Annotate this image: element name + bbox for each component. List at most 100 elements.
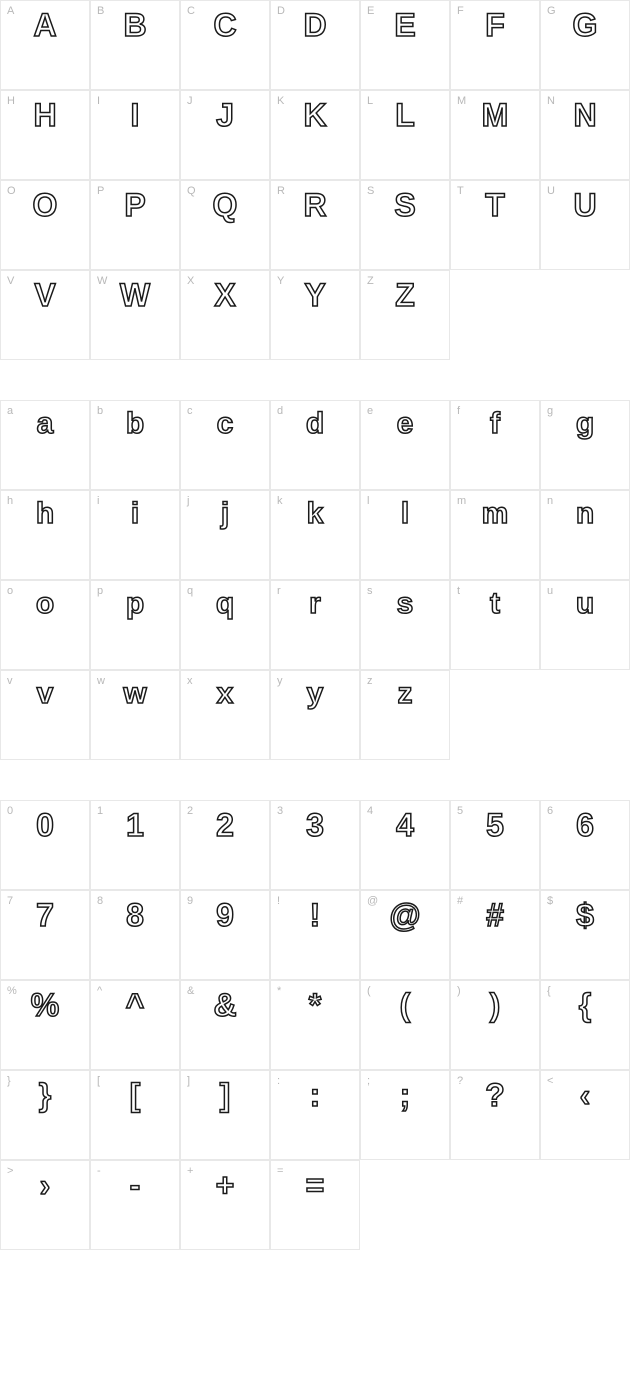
glyph-cell[interactable]: HH <box>0 90 90 180</box>
glyph-cell[interactable]: 44 <box>360 800 450 890</box>
glyph-cell[interactable]: !! <box>270 890 360 980</box>
glyph-cell[interactable]: DD <box>270 0 360 90</box>
glyph-cell[interactable]: vv <box>0 670 90 760</box>
glyph-cell[interactable]: ]] <box>180 1070 270 1160</box>
cell-label: 7 <box>7 895 13 907</box>
glyph-cell[interactable]: dd <box>270 400 360 490</box>
glyph-cell[interactable]: gg <box>540 400 630 490</box>
glyph-cell[interactable]: EE <box>360 0 450 90</box>
glyph-cell[interactable]: nn <box>540 490 630 580</box>
glyph-cell[interactable]: && <box>180 980 270 1070</box>
glyph-display: g <box>576 409 594 439</box>
glyph-display: ; <box>400 1079 411 1111</box>
glyph-cell[interactable]: @@ <box>360 890 450 980</box>
glyph-cell[interactable]: ii <box>90 490 180 580</box>
glyph-display: 6 <box>576 809 594 841</box>
glyph-cell[interactable]: AA <box>0 0 90 90</box>
glyph-cell[interactable]: ll <box>360 490 450 580</box>
glyph-display: n <box>576 499 594 529</box>
glyph-display: ) <box>490 989 501 1021</box>
glyph-cell[interactable]: 33 <box>270 800 360 890</box>
glyph-cell[interactable]: )) <box>450 980 540 1070</box>
glyph-cell[interactable]: ZZ <box>360 270 450 360</box>
glyph-cell[interactable]: >› <box>0 1160 90 1250</box>
glyph-cell[interactable]: }} <box>0 1070 90 1160</box>
glyph-cell[interactable]: RR <box>270 180 360 270</box>
cell-label: T <box>457 185 464 197</box>
glyph-cell[interactable]: ww <box>90 670 180 760</box>
glyph-cell[interactable]: oo <box>0 580 90 670</box>
glyph-cell[interactable]: BB <box>90 0 180 90</box>
glyph-cell[interactable]: 66 <box>540 800 630 890</box>
glyph-cell[interactable]: <‹ <box>540 1070 630 1160</box>
glyph-cell[interactable]: uu <box>540 580 630 670</box>
glyph-cell[interactable]: JJ <box>180 90 270 180</box>
glyph-cell[interactable]: VV <box>0 270 90 360</box>
glyph-cell[interactable]: ?? <box>450 1070 540 1160</box>
glyph-cell[interactable]: 00 <box>0 800 90 890</box>
glyph-cell[interactable]: $$ <box>540 890 630 980</box>
glyph-display: 9 <box>216 899 234 931</box>
glyph-cell[interactable]: hh <box>0 490 90 580</box>
glyph-cell[interactable]: TT <box>450 180 540 270</box>
glyph-cell[interactable]: ee <box>360 400 450 490</box>
glyph-cell[interactable]: mm <box>450 490 540 580</box>
glyph-cell[interactable]: WW <box>90 270 180 360</box>
glyph-cell[interactable]: tt <box>450 580 540 670</box>
glyph-cell[interactable]: PP <box>90 180 180 270</box>
glyph-cell[interactable]: 22 <box>180 800 270 890</box>
glyph-cell[interactable]: xx <box>180 670 270 760</box>
glyph-cell[interactable]: GG <box>540 0 630 90</box>
glyph-cell[interactable]: cc <box>180 400 270 490</box>
glyph-cell[interactable]: bb <box>90 400 180 490</box>
glyph-cell[interactable]: [[ <box>90 1070 180 1160</box>
glyph-cell[interactable]: == <box>270 1160 360 1250</box>
glyph-cell[interactable]: :: <box>270 1070 360 1160</box>
glyph-cell[interactable]: ## <box>450 890 540 980</box>
glyph-display: ? <box>485 1079 505 1111</box>
glyph-display: ! <box>310 899 321 931</box>
glyph-cell[interactable]: CC <box>180 0 270 90</box>
glyph-cell[interactable]: OO <box>0 180 90 270</box>
glyph-cell[interactable]: (( <box>360 980 450 1070</box>
cell-label: o <box>7 585 13 597</box>
glyph-cell[interactable]: yy <box>270 670 360 760</box>
glyph-cell[interactable]: KK <box>270 90 360 180</box>
glyph-cell[interactable]: ff <box>450 400 540 490</box>
glyph-cell[interactable]: jj <box>180 490 270 580</box>
cell-label: + <box>187 1165 193 1177</box>
glyph-cell[interactable]: II <box>90 90 180 180</box>
glyph-cell[interactable]: ^^ <box>90 980 180 1070</box>
glyph-cell[interactable]: -- <box>90 1160 180 1250</box>
glyph-cell[interactable]: LL <box>360 90 450 180</box>
glyph-cell[interactable]: 11 <box>90 800 180 890</box>
glyph-cell[interactable]: pp <box>90 580 180 670</box>
glyph-cell[interactable]: 77 <box>0 890 90 980</box>
glyph-cell[interactable]: NN <box>540 90 630 180</box>
glyph-cell[interactable]: 99 <box>180 890 270 980</box>
glyph-cell[interactable]: FF <box>450 0 540 90</box>
glyph-cell[interactable]: ++ <box>180 1160 270 1250</box>
glyph-cell[interactable]: %% <box>0 980 90 1070</box>
cell-label: M <box>457 95 466 107</box>
glyph-cell[interactable]: aa <box>0 400 90 490</box>
glyph-cell[interactable]: SS <box>360 180 450 270</box>
glyph-cell[interactable]: ss <box>360 580 450 670</box>
glyph-cell[interactable]: QQ <box>180 180 270 270</box>
glyph-cell[interactable]: qq <box>180 580 270 670</box>
glyph-cell[interactable]: ** <box>270 980 360 1070</box>
glyph-display: = <box>306 1169 325 1201</box>
glyph-cell[interactable]: rr <box>270 580 360 670</box>
cell-label: N <box>547 95 555 107</box>
glyph-cell[interactable]: 55 <box>450 800 540 890</box>
glyph-cell[interactable]: XX <box>180 270 270 360</box>
glyph-cell[interactable]: 88 <box>90 890 180 980</box>
glyph-cell[interactable]: zz <box>360 670 450 760</box>
glyph-cell[interactable]: kk <box>270 490 360 580</box>
glyph-cell[interactable]: MM <box>450 90 540 180</box>
glyph-cell[interactable]: {{ <box>540 980 630 1070</box>
glyph-cell[interactable]: YY <box>270 270 360 360</box>
glyph-cell[interactable]: UU <box>540 180 630 270</box>
glyph-cell[interactable]: ;; <box>360 1070 450 1160</box>
glyph-display: $ <box>576 899 594 931</box>
